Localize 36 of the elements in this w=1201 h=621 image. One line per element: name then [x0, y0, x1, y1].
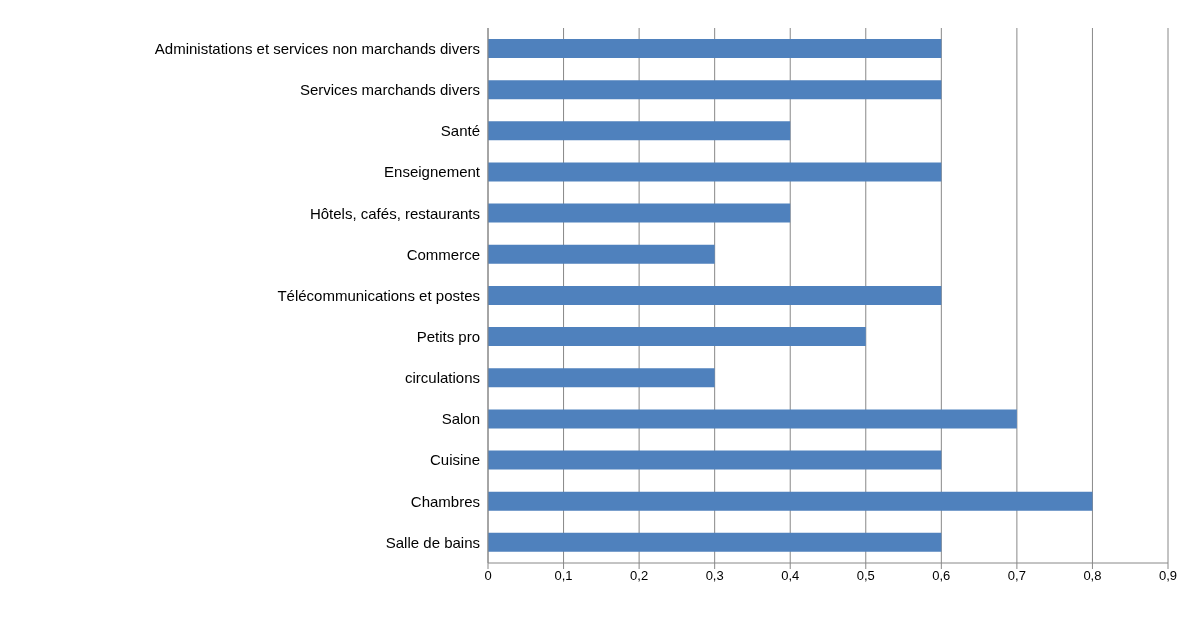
x-tick-label: 0,1	[554, 568, 573, 584]
y-tick-label: Chambres	[410, 492, 480, 510]
y-tick-label: Hôtels, cafés, restaurants	[309, 204, 480, 222]
bar	[488, 203, 791, 223]
x-tick-label: 0,8	[1083, 568, 1102, 584]
bar	[488, 121, 791, 141]
y-tick-label: Santé	[440, 122, 480, 140]
bar	[488, 162, 942, 182]
bar	[488, 368, 715, 388]
bar	[488, 450, 942, 470]
y-tick-label: Cuisine	[429, 451, 480, 469]
y-tick-label: Télécommunications et postes	[277, 286, 480, 304]
x-tick-label: 0,4	[781, 568, 800, 584]
y-tick-label: circulations	[404, 369, 480, 387]
y-tick-label: Enseignement	[384, 163, 481, 181]
bar	[488, 80, 942, 100]
y-tick-label: Services marchands divers	[299, 81, 480, 99]
bar	[488, 532, 942, 552]
bar	[488, 409, 1017, 429]
y-tick-label: Petits pro	[416, 327, 480, 345]
bar	[488, 39, 942, 58]
bar	[488, 285, 942, 305]
x-tick-label: 0,9	[1158, 568, 1178, 584]
x-tick-label: 0,6	[932, 568, 951, 584]
bar	[488, 327, 866, 347]
x-tick-label: 0,7	[1007, 568, 1026, 584]
y-tick-label: Commerce	[406, 245, 480, 263]
x-tick-label: 0,2	[630, 568, 649, 584]
x-tick-label: 0,3	[705, 568, 724, 584]
y-tick-label: Salle de bains	[385, 533, 480, 551]
x-tick-label: 0,5	[856, 568, 875, 584]
y-tick-label: Administations et services non marchands divers	[154, 39, 480, 57]
y-tick-label: Salon	[441, 410, 480, 428]
x-tick-label: 0	[484, 568, 492, 584]
bar	[488, 244, 715, 264]
bar	[488, 491, 1093, 511]
